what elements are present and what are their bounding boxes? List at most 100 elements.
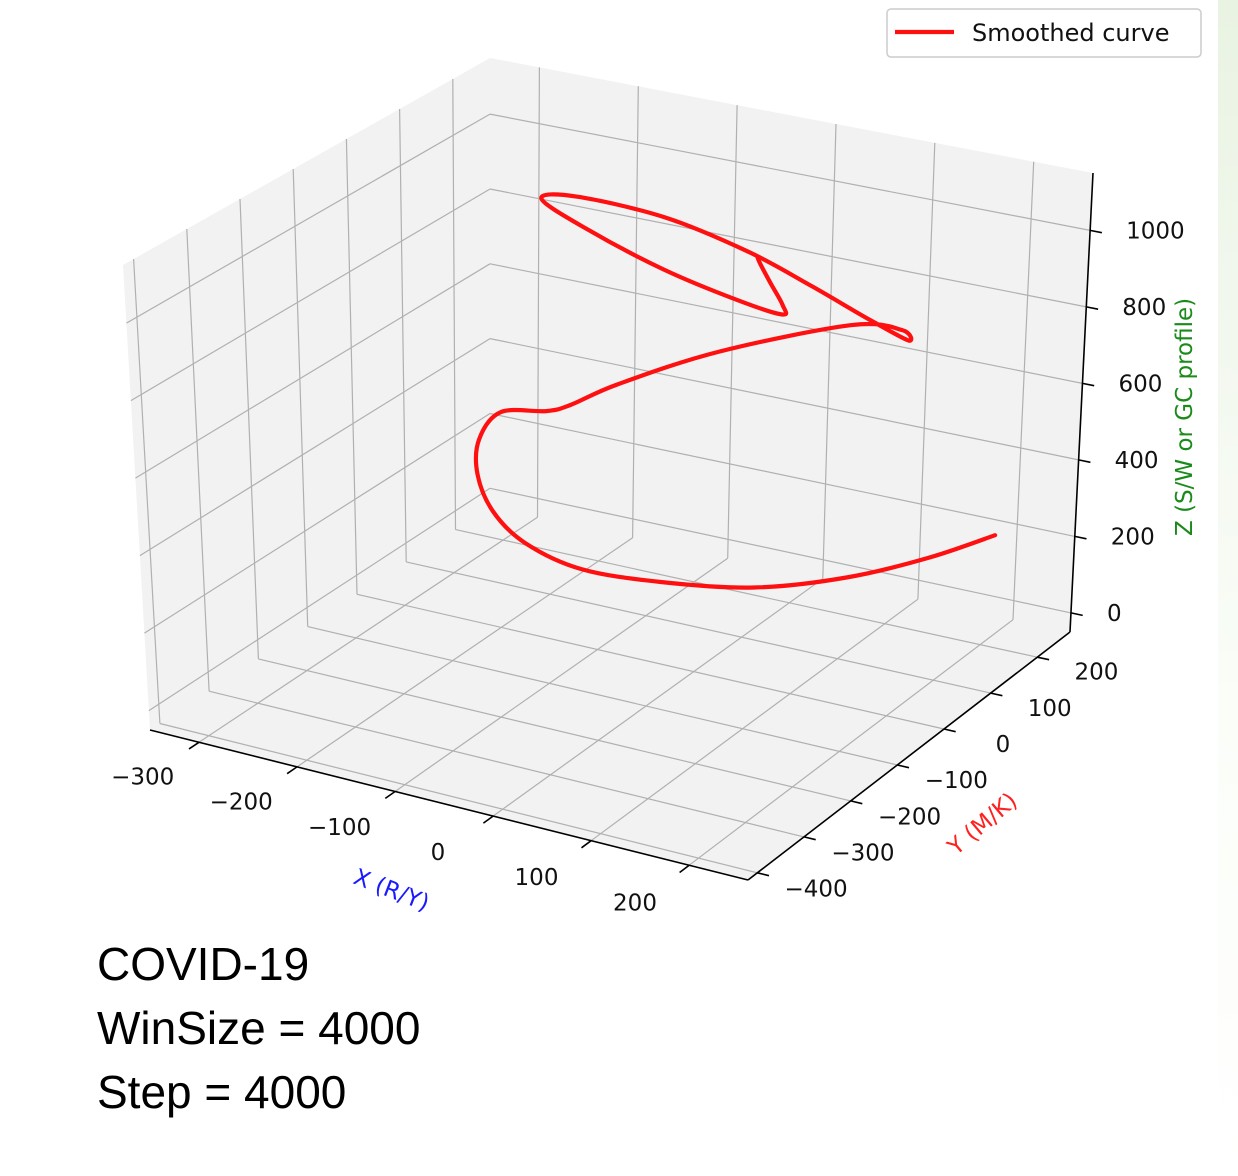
x-grid-line-floor [590,598,919,842]
x-tick-mark [581,840,592,849]
caption-block: COVID-19 WinSize = 4000 Step = 4000 [97,932,420,1124]
y-grid-line-floor [159,722,758,874]
y-axis-label: Y (M/K) [942,788,1022,861]
x-grid-line-floor [198,516,538,743]
z-axis-label: Z (S/W or GC profile) [1172,298,1198,536]
z-grid-line-right-wall [489,338,1079,461]
x-tick-mark [482,815,494,824]
z-tick-label: 800 [1122,295,1166,321]
x-tick-mark [679,864,690,874]
legend: Smoothed curve [886,8,1202,58]
x-grid-line-wall [1012,161,1035,620]
y-grid-line-wall [452,78,457,530]
y-tick-mark [850,800,863,805]
z-tick-mark [1082,382,1095,387]
x-tick-label: −300 [111,764,174,790]
y-tick-mark [803,836,816,841]
z-grid-line-left-wall [144,412,491,634]
y-grid-line-wall [292,168,309,627]
y-grid-line-floor [455,529,1038,658]
z-tick-mark [1070,612,1083,617]
y-tick-label: 200 [1074,660,1118,686]
y-grid-line-wall [186,228,210,692]
z-axis-line [1069,172,1094,633]
z-tick-label: 0 [1107,601,1122,627]
z-grid-line-left-wall [139,338,491,557]
y-grid-line-floor [406,561,991,694]
x-grid-line-wall [727,105,738,559]
y-grid-line-floor [356,593,945,730]
z-grid-line-left-wall [126,113,491,324]
x-tick-label: 0 [431,840,446,866]
z-tick-label: 200 [1111,524,1155,550]
x-axis-line [149,729,749,881]
z-grid-line-right-wall [489,412,1075,537]
x-grid-line-floor [296,537,633,768]
x-grid-line-wall [822,123,837,579]
y-tick-label: −300 [831,840,894,866]
y-grid-line-floor [208,690,805,838]
x-grid-line-wall [536,67,541,518]
grid-lines [126,67,1091,874]
y-tick-label: −100 [925,768,988,794]
z-tick-label: 1000 [1126,218,1185,244]
back-left-pane-group [123,58,490,730]
floor-pane [150,507,1070,880]
caption-step: Step = 4000 [97,1066,347,1118]
z-tick-mark [1074,535,1087,540]
x-tick-mark [286,766,298,775]
ticks: −300−200−1000100200−400−300−200−10001002… [111,218,1185,916]
z-grid-line-left-wall [130,188,491,402]
x-grid-line-wall [632,86,639,538]
y-grid-line-wall [399,108,407,562]
y-axis-line [747,631,1071,881]
z-tick-label: 600 [1119,371,1163,397]
right-edge-strip [1218,0,1238,1176]
legend-box [886,8,1202,58]
x-axis-label: X (R/Y) [350,864,433,917]
y-grid-line-wall [239,198,259,659]
z-tick-label: 400 [1115,448,1159,474]
caption-window-size: WinSize = 4000 [97,1002,421,1054]
y-tick-label: −200 [878,804,941,830]
floor-pane-group [150,507,1070,880]
legend-label: Smoothed curve [972,19,1169,47]
y-tick-mark [897,764,910,769]
x-tick-mark [188,741,200,750]
x-grid-line-floor [394,557,729,792]
y-grid-line-floor [258,658,851,802]
x-tick-label: 100 [515,865,559,891]
z-tick-mark [1086,306,1099,310]
y-tick-mark [943,728,956,733]
z-tick-mark [1078,459,1091,464]
y-tick-mark [1037,656,1050,661]
x-grid-line-wall [917,142,936,600]
caption-title: COVID-19 [97,938,310,990]
x-tick-label: −100 [308,815,371,841]
y-grid-line-floor [307,626,898,766]
y-tick-label: 0 [996,732,1011,758]
y-tick-label: 100 [1028,696,1072,722]
z-grid-line-right-wall [489,263,1083,384]
z-grid-line-right-wall [489,188,1087,308]
back-left-pane [123,58,490,730]
z-grid-line-left-wall [148,487,491,712]
z-grid-line-right-wall [489,113,1091,231]
x-tick-label: 200 [613,890,657,916]
x-tick-label: −200 [210,790,273,816]
x-grid-line-floor [492,578,824,817]
smoothed-curve-line [473,192,998,590]
x-tick-mark [384,790,396,800]
y-tick-mark [757,872,770,877]
z-grid-line-left-wall [135,263,491,479]
y-grid-line-wall [345,138,358,595]
z-grid-line-right-wall [489,487,1072,614]
z-tick-mark [1089,229,1103,234]
x-grid-line-floor [688,619,1014,866]
y-tick-label: −400 [785,877,848,903]
y-grid-line-wall [133,258,161,724]
y-tick-mark [990,692,1003,697]
axes [149,172,1094,881]
